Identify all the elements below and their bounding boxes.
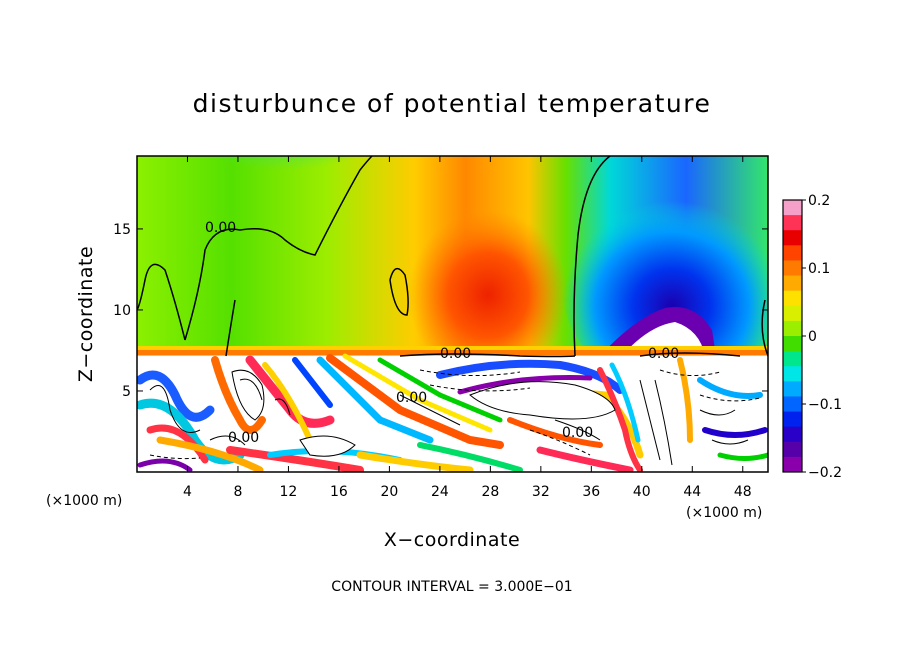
cold-core (562, 180, 768, 390)
y-axis-label: Z−coordinate (75, 246, 97, 382)
x-tick-label: 20 (380, 484, 398, 500)
contour-interval-note: CONTOUR INTERVAL = 3.000E−01 (331, 579, 572, 595)
x-tick-label: 32 (532, 484, 550, 500)
y-axis: 5 10 15 (113, 222, 768, 400)
x-tick-label: 28 (481, 484, 499, 500)
lower-streaks (137, 353, 768, 472)
cold-plume-top (163, 156, 403, 231)
colorbar-swatch (783, 305, 802, 322)
colorbar-tick-label: 0.1 (808, 261, 830, 277)
contour-label: 0.00 (562, 425, 593, 441)
x-tick-label: 8 (233, 484, 242, 500)
contour-lines (137, 156, 768, 358)
warm-core (408, 210, 568, 380)
x-tick-label: 40 (633, 484, 651, 500)
colorbar-tick-label: 0.2 (808, 193, 830, 209)
colorbar-swatch (783, 200, 802, 216)
colorbar-swatch (783, 245, 802, 261)
contour-label: 0.00 (205, 220, 236, 236)
colorbar-tick-label: −0.2 (808, 465, 842, 481)
x-tick-label: 48 (734, 484, 752, 500)
colorbar-tick-label: 0 (808, 329, 817, 345)
interface-band-red (137, 350, 768, 355)
x-tick-label: 4 (183, 484, 192, 500)
lower-white-patches (231, 369, 616, 457)
y-tick-label: 5 (122, 384, 131, 400)
x-tick-label: 24 (431, 484, 449, 500)
cold-core-purple-rim (600, 306, 716, 356)
y-tick-label: 15 (113, 222, 131, 238)
colorbar-swatch (783, 456, 802, 473)
colorbar-swatch (783, 366, 802, 382)
contour-label: 0.00 (440, 346, 471, 362)
contour-label: 0.00 (228, 430, 259, 446)
colorbar-swatch (783, 336, 802, 352)
x-unit-left: (×1000 m) (46, 493, 122, 509)
y-tick-label: 10 (113, 303, 131, 319)
x-tick-label: 12 (280, 484, 298, 500)
colorbar-swatch (783, 441, 802, 458)
colorbar: 0.2 0.1 0 −0.1 −0.2 (782, 193, 842, 481)
colorbar-swatch (783, 275, 802, 292)
plot-area: 0.00 0.00 0.00 0.00 0.00 0.00 (137, 156, 768, 472)
colorbar-swatch (783, 290, 802, 307)
contour-label: 0.00 (648, 346, 679, 362)
chart-title: disturbunce of potential temperature (193, 89, 712, 118)
x-unit-right: (×1000 m) (686, 505, 762, 521)
colorbar-swatch (783, 351, 802, 367)
colorbar-swatch (783, 426, 802, 443)
colorbar-swatch (783, 381, 802, 397)
contour-lines-dashed (149, 369, 761, 460)
x-axis: 4 8 12 16 20 24 28 32 36 40 44 48 (183, 156, 752, 500)
x-tick-label: 44 (683, 484, 701, 500)
x-tick-label: 16 (330, 484, 348, 500)
colorbar-swatch (783, 260, 802, 277)
colorbar-swatch (783, 320, 802, 337)
colorbar-tick-label: −0.1 (808, 397, 842, 413)
contour-label-group: 0.00 0.00 0.00 0.00 0.00 0.00 (205, 220, 679, 446)
contour-label: 0.00 (396, 390, 427, 406)
colorbar-swatch (783, 215, 802, 231)
colorbar-swatch (783, 411, 802, 428)
colorbar-swatch (783, 230, 802, 246)
plot-frame (136, 155, 769, 473)
x-axis-label: X−coordinate (384, 529, 520, 551)
contour-lines-lower (149, 378, 749, 466)
x-tick-label: 36 (582, 484, 600, 500)
colorbar-swatch (783, 396, 802, 413)
